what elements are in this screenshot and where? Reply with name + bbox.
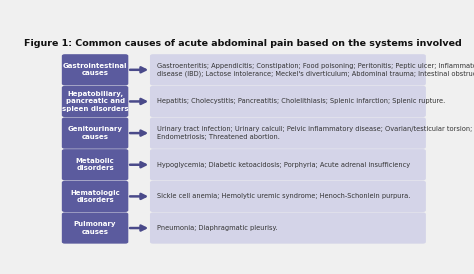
Text: Urinary tract infection; Urinary calculi; Pelvic inflammatory disease; Ovarian/t: Urinary tract infection; Urinary calculi… — [157, 126, 473, 140]
Text: Hematologic
disorders: Hematologic disorders — [70, 190, 120, 203]
Text: Hepatobiliary,
pancreatic and
spleen disorders: Hepatobiliary, pancreatic and spleen dis… — [62, 91, 128, 112]
Text: Gastroenteritis; Appendicitis; Constipation; Food poisoning; Peritonitis; Peptic: Gastroenteritis; Appendicitis; Constipat… — [157, 63, 474, 77]
Text: Gastrointestinal
causes: Gastrointestinal causes — [63, 63, 128, 76]
Text: Pulmonary
causes: Pulmonary causes — [74, 221, 116, 235]
FancyBboxPatch shape — [150, 54, 426, 85]
Text: Hypoglycemia; Diabetic ketoacidosis; Porphyria; Acute adrenal insufficiency: Hypoglycemia; Diabetic ketoacidosis; Por… — [157, 162, 410, 168]
FancyBboxPatch shape — [62, 212, 128, 244]
Text: Genitourinary
causes: Genitourinary causes — [68, 127, 123, 140]
FancyBboxPatch shape — [62, 86, 128, 117]
FancyBboxPatch shape — [62, 54, 128, 85]
Text: Sickle cell anemia; Hemolytic uremic syndrome; Henoch-Schonlein purpura.: Sickle cell anemia; Hemolytic uremic syn… — [157, 193, 410, 199]
FancyBboxPatch shape — [150, 212, 426, 244]
Text: Pneumonia; Diaphragmatic pleurisy.: Pneumonia; Diaphragmatic pleurisy. — [157, 225, 278, 231]
FancyBboxPatch shape — [150, 118, 426, 149]
FancyBboxPatch shape — [150, 86, 426, 117]
FancyBboxPatch shape — [62, 181, 128, 212]
FancyBboxPatch shape — [62, 118, 128, 149]
Text: Hepatitis; Cholecystitis; Pancreatitis; Cholelithiasis; Splenic infarction; Sple: Hepatitis; Cholecystitis; Pancreatitis; … — [157, 98, 446, 104]
Text: Metabolic
disorders: Metabolic disorders — [76, 158, 114, 171]
FancyBboxPatch shape — [150, 181, 426, 212]
Text: Figure 1: Common causes of acute abdominal pain based on the systems involved: Figure 1: Common causes of acute abdomin… — [24, 39, 462, 48]
FancyBboxPatch shape — [150, 149, 426, 180]
FancyBboxPatch shape — [62, 149, 128, 180]
